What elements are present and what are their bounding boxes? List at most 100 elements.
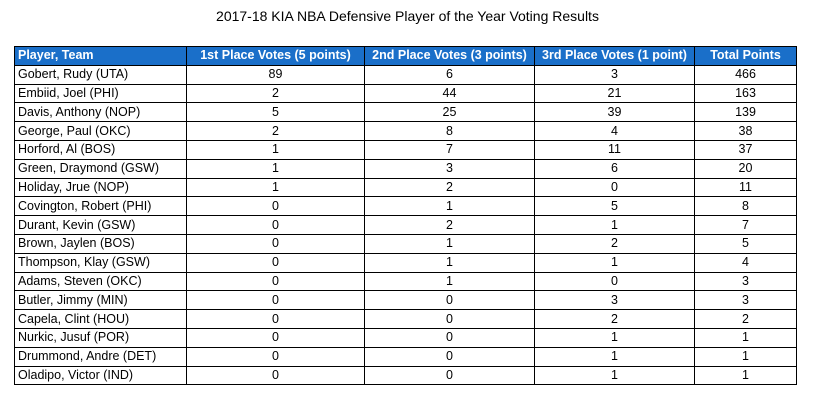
table-row: Holiday, Jrue (NOP) 1 2 0 11 (14, 177, 797, 198)
cell-total-points: 139 (694, 102, 797, 123)
cell-total-points: 11 (694, 177, 797, 198)
table-row: Embiid, Joel (PHI) 2 44 21 163 (14, 83, 797, 104)
cell-first-place-votes: 0 (186, 252, 365, 273)
cell-third-place-votes: 1 (534, 365, 695, 386)
cell-third-place-votes: 39 (534, 102, 695, 123)
cell-second-place-votes: 0 (364, 290, 535, 311)
cell-total-points: 5 (694, 233, 797, 254)
cell-total-points: 1 (694, 327, 797, 348)
table-row: Oladipo, Victor (IND) 0 0 1 1 (14, 365, 797, 386)
cell-third-place-votes: 21 (534, 83, 695, 104)
cell-second-place-votes: 0 (364, 327, 535, 348)
cell-first-place-votes: 0 (186, 215, 365, 235)
table-row: Horford, Al (BOS) 1 7 11 37 (14, 139, 797, 160)
cell-third-place-votes: 11 (534, 139, 695, 160)
table-row: Butler, Jimmy (MIN) 0 0 3 3 (14, 290, 797, 311)
cell-player-team: Thompson, Klay (GSW) (14, 252, 187, 273)
cell-second-place-votes: 2 (364, 215, 535, 235)
cell-first-place-votes: 0 (186, 271, 365, 292)
cell-total-points: 7 (694, 215, 797, 235)
cell-total-points: 466 (694, 64, 797, 85)
table-row: Green, Draymond (GSW) 1 3 6 20 (14, 158, 797, 179)
table-row: Davis, Anthony (NOP) 5 25 39 139 (14, 102, 797, 123)
cell-third-place-votes: 1 (534, 346, 695, 367)
cell-first-place-votes: 0 (186, 309, 365, 329)
cell-third-place-votes: 6 (534, 158, 695, 179)
cell-total-points: 2 (694, 309, 797, 329)
cell-total-points: 4 (694, 252, 797, 273)
cell-player-team: Drummond, Andre (DET) (14, 346, 187, 367)
column-header-total-points: Total Points (694, 46, 797, 66)
cell-second-place-votes: 0 (364, 309, 535, 329)
column-header-player-team: Player, Team (14, 46, 187, 66)
cell-total-points: 1 (694, 365, 797, 386)
cell-third-place-votes: 3 (534, 64, 695, 85)
cell-total-points: 163 (694, 83, 797, 104)
cell-player-team: Embiid, Joel (PHI) (14, 83, 187, 104)
cell-total-points: 3 (694, 271, 797, 292)
cell-third-place-votes: 4 (534, 121, 695, 141)
cell-third-place-votes: 1 (534, 327, 695, 348)
cell-first-place-votes: 2 (186, 121, 365, 141)
cell-third-place-votes: 0 (534, 177, 695, 198)
cell-first-place-votes: 0 (186, 233, 365, 254)
cell-third-place-votes: 2 (534, 309, 695, 329)
table-row: George, Paul (OKC) 2 8 4 38 (14, 121, 797, 141)
table-row: Capela, Clint (HOU) 0 0 2 2 (14, 309, 797, 329)
cell-first-place-votes: 89 (186, 64, 365, 85)
cell-second-place-votes: 0 (364, 365, 535, 386)
cell-total-points: 37 (694, 139, 797, 160)
cell-first-place-votes: 0 (186, 365, 365, 386)
chart-title: 2017-18 KIA NBA Defensive Player of the … (216, 8, 599, 24)
cell-first-place-votes: 0 (186, 290, 365, 311)
cell-first-place-votes: 5 (186, 102, 365, 123)
cell-player-team: Durant, Kevin (GSW) (14, 215, 187, 235)
table-row: Nurkic, Jusuf (POR) 0 0 1 1 (14, 327, 797, 348)
cell-total-points: 1 (694, 346, 797, 367)
cell-player-team: Covington, Robert (PHI) (14, 196, 187, 217)
cell-player-team: Holiday, Jrue (NOP) (14, 177, 187, 198)
cell-player-team: Oladipo, Victor (IND) (14, 365, 187, 386)
cell-second-place-votes: 7 (364, 139, 535, 160)
table-row: Gobert, Rudy (UTA) 89 6 3 466 (14, 64, 797, 85)
cell-total-points: 20 (694, 158, 797, 179)
table-header-row: Player, Team 1st Place Votes (5 points) … (14, 46, 797, 66)
cell-player-team: Green, Draymond (GSW) (14, 158, 187, 179)
cell-second-place-votes: 25 (364, 102, 535, 123)
column-header-second-place-votes: 2nd Place Votes (3 points) (364, 46, 535, 66)
cell-first-place-votes: 1 (186, 158, 365, 179)
cell-second-place-votes: 44 (364, 83, 535, 104)
cell-player-team: Nurkic, Jusuf (POR) (14, 327, 187, 348)
cell-third-place-votes: 2 (534, 233, 695, 254)
cell-first-place-votes: 1 (186, 177, 365, 198)
cell-total-points: 38 (694, 121, 797, 141)
column-header-third-place-votes: 3rd Place Votes (1 point) (534, 46, 695, 66)
cell-player-team: Butler, Jimmy (MIN) (14, 290, 187, 311)
cell-player-team: Horford, Al (BOS) (14, 139, 187, 160)
cell-second-place-votes: 2 (364, 177, 535, 198)
cell-third-place-votes: 3 (534, 290, 695, 311)
cell-player-team: Gobert, Rudy (UTA) (14, 64, 187, 85)
table-row: Thompson, Klay (GSW) 0 1 1 4 (14, 252, 797, 273)
cell-first-place-votes: 0 (186, 346, 365, 367)
voting-results-table: Player, Team 1st Place Votes (5 points) … (14, 46, 797, 386)
cell-player-team: George, Paul (OKC) (14, 121, 187, 141)
cell-first-place-votes: 0 (186, 196, 365, 217)
cell-second-place-votes: 0 (364, 346, 535, 367)
table-row: Brown, Jaylen (BOS) 0 1 2 5 (14, 233, 797, 254)
cell-first-place-votes: 2 (186, 83, 365, 104)
cell-second-place-votes: 8 (364, 121, 535, 141)
cell-player-team: Davis, Anthony (NOP) (14, 102, 187, 123)
table-row: Durant, Kevin (GSW) 0 2 1 7 (14, 215, 797, 235)
cell-second-place-votes: 1 (364, 252, 535, 273)
cell-second-place-votes: 1 (364, 196, 535, 217)
cell-third-place-votes: 1 (534, 252, 695, 273)
cell-second-place-votes: 1 (364, 233, 535, 254)
cell-second-place-votes: 6 (364, 64, 535, 85)
cell-first-place-votes: 1 (186, 139, 365, 160)
cell-total-points: 3 (694, 290, 797, 311)
cell-player-team: Brown, Jaylen (BOS) (14, 233, 187, 254)
cell-third-place-votes: 0 (534, 271, 695, 292)
table-row: Adams, Steven (OKC) 0 1 0 3 (14, 271, 797, 292)
cell-third-place-votes: 5 (534, 196, 695, 217)
